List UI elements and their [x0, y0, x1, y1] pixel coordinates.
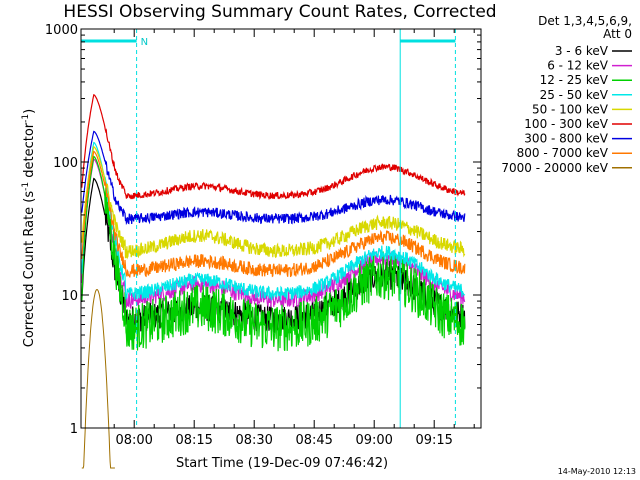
x-tick-label: 08:15	[175, 433, 212, 448]
legend-entry-label: 3 - 6 keV	[555, 44, 609, 58]
legend-entry-label: 50 - 100 keV	[532, 102, 609, 116]
series-line-6	[81, 130, 466, 226]
x-tick-label: 09:00	[355, 433, 392, 448]
legend-header-1: Det 1,3,4,5,6,9,	[538, 14, 632, 28]
legend-entry-label: 800 - 7000 keV	[517, 146, 609, 160]
footer-date: 14-May-2010 12:13	[558, 467, 636, 476]
legend-entry-label: 12 - 25 keV	[540, 73, 609, 87]
x-axis-label: Start Time (19-Dec-09 07:46:42)	[176, 456, 388, 471]
series-line-4	[81, 145, 466, 260]
x-tick-label: 08:30	[235, 433, 272, 448]
chart-title: HESSI Observing Summary Count Rates, Cor…	[63, 2, 496, 22]
series-line-5	[81, 93, 466, 201]
legend-entry-label: 100 - 300 keV	[524, 117, 608, 131]
series-line-7	[81, 150, 466, 278]
y-tick-label: 100	[53, 156, 78, 171]
legend-entry-label: 300 - 800 keV	[524, 132, 608, 146]
x-tick-label: 09:15	[415, 433, 452, 448]
y-tick-label: 1000	[45, 23, 78, 38]
night-marker-label: N	[141, 37, 148, 48]
series-line-2	[81, 155, 466, 352]
series-line-8	[81, 288, 115, 469]
series-line-3	[81, 141, 466, 302]
y-tick-label: 10	[61, 289, 78, 304]
legend-header-2: Att 0	[603, 27, 632, 41]
legend-entry-label: 7000 - 20000 keV	[501, 161, 608, 175]
y-tick-label: 1	[70, 422, 78, 437]
plot-frame	[80, 28, 482, 429]
legend-entry-label: 6 - 12 keV	[547, 59, 609, 73]
x-tick-label: 08:45	[295, 433, 332, 448]
legend-entry-label: 25 - 50 keV	[540, 88, 609, 102]
x-tick-label: 08:00	[115, 433, 152, 448]
y-axis-label: Corrected Count Rate (s-1 detector-1)	[21, 109, 37, 347]
